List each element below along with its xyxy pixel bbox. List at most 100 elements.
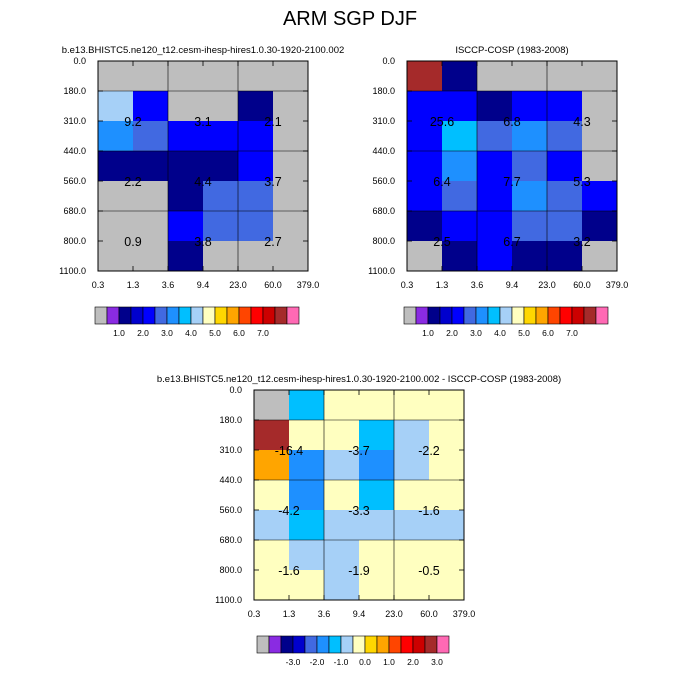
heat-cell <box>407 121 443 152</box>
heat-cell <box>238 61 274 92</box>
colorbar-box <box>142 306 156 325</box>
heat-cell <box>394 510 430 541</box>
x-tick-label: 23.0 <box>385 609 403 619</box>
x-tick-label: 0.3 <box>401 280 414 290</box>
colorbar-box <box>559 306 573 325</box>
heat-cell <box>582 151 618 182</box>
heat-cell <box>429 510 465 541</box>
colorbar-box <box>412 635 426 654</box>
heat-cell <box>512 91 548 122</box>
data-label: -0.5 <box>418 564 440 578</box>
heat-cell <box>273 121 309 152</box>
heat-cell <box>407 241 443 272</box>
heat-cell <box>254 570 290 601</box>
heat-cell <box>429 390 465 421</box>
colorbar-box <box>595 306 609 325</box>
colorbar-label: 3.0 <box>470 328 482 338</box>
heat-cell <box>547 211 583 242</box>
colorbar-box <box>106 306 120 325</box>
colorbar-box <box>190 306 204 325</box>
heat-cell <box>254 390 290 421</box>
panel-title: ISCCP-COSP (1983-2008) <box>455 45 568 56</box>
data-label: 25.6 <box>430 115 454 129</box>
colorbar-label: -1.0 <box>334 657 349 667</box>
heat-cell <box>477 91 513 122</box>
heat-cell <box>98 181 134 212</box>
data-label: -3.3 <box>348 504 370 518</box>
y-tick-label: 1100.0 <box>59 266 86 276</box>
colorbar-box <box>424 635 438 654</box>
heat-cell <box>547 151 583 182</box>
heat-cell <box>238 151 274 182</box>
heat-cell <box>512 61 548 92</box>
colorbar-box <box>511 306 525 325</box>
heat-cell <box>477 151 513 182</box>
colorbar-label: 5.0 <box>209 328 221 338</box>
heat-cell <box>133 241 169 272</box>
heat-cell <box>407 211 443 242</box>
data-label: -2.2 <box>418 444 440 458</box>
colorbar-box <box>226 306 240 325</box>
heat-cell <box>273 151 309 182</box>
figure-title: ARM SGP DJF <box>282 8 418 30</box>
colorbar-label: 2.0 <box>446 328 458 338</box>
y-tick-label: 180.0 <box>372 86 395 96</box>
y-tick-label: 680.0 <box>372 206 395 216</box>
colorbar-box <box>400 635 414 654</box>
colorbar-label: 6.0 <box>233 328 245 338</box>
heat-cell <box>168 151 204 182</box>
heat-cell <box>429 450 465 481</box>
y-tick-label: 1100.0 <box>215 595 242 605</box>
heat-cell <box>203 61 239 92</box>
heat-cell <box>582 121 618 152</box>
data-label: 3.1 <box>194 115 211 129</box>
y-tick-label: 800.0 <box>219 565 242 575</box>
heat-cell <box>98 91 134 122</box>
colorbar-box <box>268 635 282 654</box>
x-tick-label: 379.0 <box>453 609 476 619</box>
colorbar-box <box>499 306 513 325</box>
colorbar-box <box>583 306 597 325</box>
heat-cell <box>582 61 618 92</box>
y-tick-label: 1100.0 <box>368 266 395 276</box>
colorbar-label: -3.0 <box>286 657 301 667</box>
colorbar-box <box>535 306 549 325</box>
colorbar-box <box>436 635 450 654</box>
heat-cell <box>289 570 325 601</box>
heat-cell <box>547 241 583 272</box>
heat-cell <box>133 181 169 212</box>
x-tick-label: 3.6 <box>471 280 484 290</box>
colorbar-label: 5.0 <box>518 328 530 338</box>
x-tick-label: 1.3 <box>436 280 449 290</box>
heat-cell <box>254 510 290 541</box>
colorbar-box <box>415 306 429 325</box>
heat-cell <box>547 61 583 92</box>
data-label: 3.8 <box>194 235 211 249</box>
colorbar-box <box>292 635 306 654</box>
heat-cell <box>324 390 360 421</box>
colorbar-label: 2.0 <box>137 328 149 338</box>
data-label: 9.2 <box>124 115 141 129</box>
colorbar-box <box>166 306 180 325</box>
heat-cell <box>324 540 360 571</box>
colorbar-label: 7.0 <box>566 328 578 338</box>
data-label: 2.1 <box>264 115 281 129</box>
heat-cell <box>394 390 430 421</box>
heat-cell <box>98 61 134 92</box>
heat-cell <box>168 211 204 242</box>
heat-cell <box>407 91 443 122</box>
data-label: 2.7 <box>264 235 281 249</box>
heat-cell <box>238 181 274 212</box>
colorbar-box <box>154 306 168 325</box>
colorbar-label: 1.0 <box>422 328 434 338</box>
panel-diff: b.e13.BHISTC5.ne120_t12.cesm-ihesp-hires… <box>157 374 561 667</box>
heat-cell <box>359 480 395 511</box>
x-tick-label: 23.0 <box>538 280 556 290</box>
heat-cell <box>238 241 274 272</box>
colorbar-box <box>250 306 264 325</box>
heat-cell <box>359 450 395 481</box>
colorbar-label: 7.0 <box>257 328 269 338</box>
heat-cell <box>98 211 134 242</box>
heat-cell <box>477 211 513 242</box>
heat-cell <box>133 211 169 242</box>
